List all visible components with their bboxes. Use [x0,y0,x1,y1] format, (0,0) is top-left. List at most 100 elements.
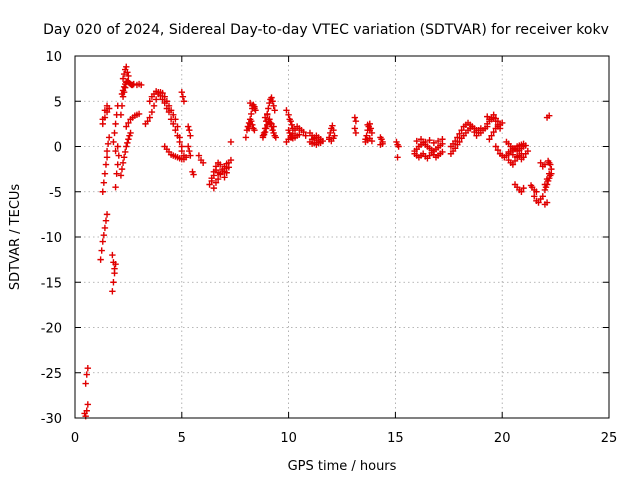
y-tick-label: 5 [54,95,62,110]
data-point [439,136,446,143]
data-point [161,99,168,107]
x-tick-label: 0 [71,431,79,446]
data-point [535,199,542,206]
y-tick-label: -20 [41,322,62,337]
data-point [494,146,502,154]
y-tick-label: -10 [41,231,62,246]
data-point [262,125,270,132]
x-tick-label: 20 [494,431,511,446]
x-tick-label: 15 [387,431,404,446]
data-point [261,128,269,136]
x-tick-label: 25 [601,431,618,446]
data-point [178,147,185,155]
data-point [330,127,337,134]
data-point [117,172,125,179]
data-point [227,156,235,164]
data-point [223,160,230,167]
data-point [103,154,111,161]
chart-title: Day 020 of 2024, Sidereal Day-to-day VTE… [43,22,609,38]
data-point [268,94,275,101]
data-point [430,139,438,147]
data-point [157,92,164,100]
data-point [103,108,111,116]
data-point [214,175,222,183]
data-point [251,127,258,134]
data-point [300,128,307,136]
data-point [123,123,130,130]
data-point [148,108,156,116]
data-point [120,154,128,161]
data-point [266,116,273,123]
data-point [490,128,497,136]
data-point [458,127,465,134]
data-point [379,140,386,147]
data-point [352,117,360,125]
data-point [548,165,555,173]
data-point [511,157,519,165]
data-point [285,111,292,119]
y-tick-label: -30 [41,412,62,427]
data-point [287,134,294,141]
data-point [121,148,129,156]
data-point [210,184,218,192]
data-point [185,143,192,150]
data-point [541,181,549,188]
data-point [394,154,401,161]
data-point [208,177,215,185]
data-point [486,136,493,143]
data-point [426,136,433,144]
data-point [118,90,126,98]
data-point [499,119,506,127]
data-point [212,179,220,186]
grid-lines [75,56,609,418]
data-point [146,114,153,121]
data-point [130,80,137,88]
data-point [267,119,274,127]
data-point [187,152,194,159]
data-point [439,148,446,156]
y-axis-label: SDTVAR / TECUs [8,184,23,291]
data-point [543,199,551,206]
data-point [363,132,370,139]
data-point [518,188,525,195]
data-point [176,138,183,146]
data-point [471,128,478,136]
data-point [167,116,175,123]
data-point [543,175,551,183]
data-point [170,120,177,128]
data-point [125,72,132,80]
data-point [99,238,106,245]
data-point [187,132,194,139]
data-point [545,170,553,177]
data-point [138,81,145,89]
data-point [99,188,106,195]
data-point [105,134,113,141]
data-point [124,69,131,76]
data-point [113,170,120,177]
data-point [123,63,130,71]
data-point [104,140,112,147]
data-point [119,159,127,166]
data-point [452,137,459,145]
data-point [109,251,116,259]
data-point [146,98,153,105]
data-point [452,145,459,152]
data-point [395,143,402,150]
data-point [269,98,276,105]
data-point [327,129,334,137]
data-point [524,147,532,155]
data-point [520,184,527,192]
data-point [251,105,258,112]
data-point [182,154,190,161]
data-point [537,159,544,166]
data-point [317,139,324,147]
data-point [545,112,553,119]
data-point [364,121,371,128]
data-point [195,152,203,159]
data-point [84,401,92,408]
data-point [190,171,197,178]
data-point [199,159,207,166]
data-point [110,279,117,286]
data-point [179,93,187,100]
data-point [115,152,122,159]
